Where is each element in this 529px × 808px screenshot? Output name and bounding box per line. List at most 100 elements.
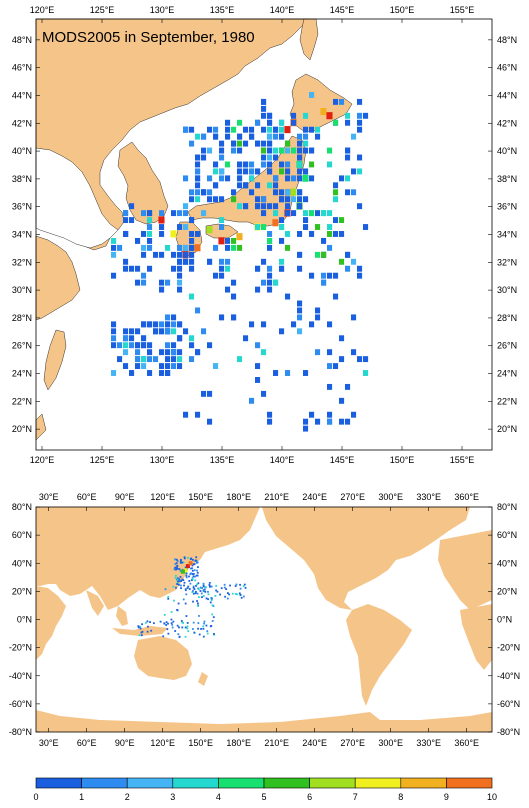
data-cell [297, 196, 303, 203]
data-cell [173, 599, 175, 602]
data-cell [165, 314, 171, 321]
data-cell [255, 286, 261, 293]
data-cell [123, 363, 129, 370]
data-cell [192, 575, 195, 578]
data-cell [291, 210, 297, 217]
data-cell [231, 237, 237, 244]
data-cell [303, 370, 309, 376]
data-cell [333, 272, 339, 279]
data-cell [129, 217, 135, 224]
data-cell [309, 147, 315, 154]
data-cell [188, 588, 191, 590]
top-lat-label-left: 22°N [12, 396, 32, 406]
data-cell [207, 390, 213, 397]
data-cell [159, 370, 165, 376]
data-cell [135, 328, 141, 335]
data-cell [267, 133, 273, 140]
data-cell [309, 126, 315, 133]
data-cell [267, 265, 273, 272]
data-cell [204, 590, 207, 593]
land-newzealand [198, 672, 208, 686]
data-cell [186, 564, 190, 569]
data-cell [180, 620, 183, 622]
top-map-ticks: 120°E 120°E 125°E 125°E 130°E 130°E 135°E 135°E… [12, 5, 517, 465]
data-cell [297, 161, 303, 168]
data-cell [176, 609, 179, 612]
data-cell [189, 293, 195, 300]
data-cell [189, 126, 195, 133]
data-cell [195, 584, 197, 587]
data-cell [357, 356, 363, 363]
data-cell [273, 175, 279, 182]
data-cell [339, 217, 345, 224]
data-cell [147, 237, 153, 244]
colorbar-label: 8 [398, 792, 403, 802]
top-lon-label-top: 140°E [270, 5, 295, 15]
data-cell [152, 622, 155, 625]
data-cell [200, 628, 202, 630]
data-cell [186, 627, 189, 630]
bottom-lat-label-left: -40°N [9, 671, 32, 681]
bottom-lon-label-bottom: 90°E [115, 738, 135, 748]
data-cell [184, 589, 187, 592]
data-cell [291, 119, 297, 126]
data-cell [267, 182, 273, 189]
data-cell [163, 622, 166, 625]
data-cell [163, 614, 166, 616]
data-cell [242, 585, 245, 588]
data-cell [272, 219, 279, 227]
data-cell [279, 147, 285, 154]
data-cell [208, 584, 211, 586]
top-lon-label-top: 125°E [90, 5, 115, 15]
data-cell [129, 342, 135, 349]
data-cell [177, 363, 183, 370]
data-cell [267, 231, 273, 237]
data-cell [188, 561, 193, 566]
data-cell [267, 168, 273, 175]
data-cell [189, 335, 195, 342]
data-cell [333, 293, 339, 300]
data-cell [279, 126, 285, 133]
data-cell [327, 244, 333, 251]
colorbar-labels: 0 1 2 3 4 5 6 7 8 9 10 [33, 792, 497, 802]
data-cell [196, 561, 199, 564]
data-cell [333, 231, 339, 237]
land-south-america [346, 604, 412, 706]
bottom-lat-label-left: 20°N [12, 586, 32, 596]
data-cell [219, 175, 225, 182]
data-cell [303, 126, 309, 133]
data-cell [297, 154, 303, 161]
data-cell [201, 328, 207, 335]
data-cell [225, 161, 231, 168]
data-cell [267, 244, 273, 251]
data-cell [129, 328, 135, 335]
data-cell [186, 625, 189, 628]
data-cell [147, 210, 153, 217]
data-cell [207, 590, 209, 593]
bottom-lon-label-bottom: 30°E [39, 738, 59, 748]
data-cell [213, 272, 219, 279]
land-indochina [116, 606, 128, 626]
data-cell [192, 600, 194, 603]
top-lat-label-right: 24°N [497, 369, 517, 379]
bottom-lat-label-left: -60°N [9, 699, 32, 709]
bottom-lon-label-top: 300°E [378, 492, 403, 502]
data-cell [181, 626, 184, 629]
data-cell [175, 562, 178, 565]
data-cell [213, 161, 219, 168]
data-cell [231, 279, 237, 286]
data-cell [255, 377, 261, 383]
data-cell [327, 224, 333, 230]
data-cell [267, 237, 273, 244]
data-cell [209, 585, 212, 588]
bottom-lat-label-right: -80°N [497, 727, 520, 737]
data-cell [279, 258, 285, 265]
data-cell [206, 226, 213, 234]
data-cell [261, 105, 267, 112]
data-cell [351, 411, 357, 418]
data-cell [147, 265, 153, 272]
data-cell [309, 161, 315, 168]
data-cell [205, 624, 208, 627]
data-cell [204, 586, 207, 589]
data-cell [327, 210, 333, 217]
